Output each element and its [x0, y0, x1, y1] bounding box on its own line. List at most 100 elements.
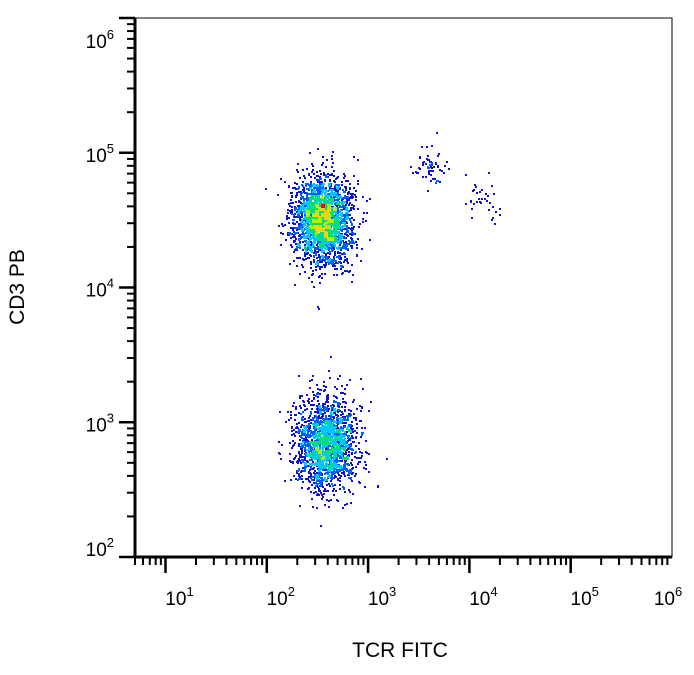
- data-point: [308, 398, 310, 400]
- data-point: [294, 284, 296, 286]
- data-point: [300, 236, 302, 238]
- data-point: [313, 217, 315, 219]
- data-point: [348, 199, 350, 201]
- data-point: [331, 438, 333, 440]
- data-point: [329, 183, 331, 185]
- data-point: [321, 256, 323, 258]
- data-point: [307, 215, 309, 217]
- data-point: [349, 270, 351, 272]
- data-point: [308, 451, 310, 453]
- data-point: [321, 494, 323, 496]
- data-point: [334, 410, 336, 412]
- data-point: [301, 437, 303, 439]
- data-point: [318, 406, 320, 408]
- data-point: [353, 156, 355, 158]
- data-point: [313, 219, 315, 221]
- data-point: [331, 158, 333, 160]
- data-point: [314, 191, 316, 193]
- data-point: [332, 232, 334, 234]
- data-point: [317, 447, 319, 449]
- data-point: [324, 222, 326, 224]
- data-point: [347, 180, 349, 182]
- data-point: [316, 436, 318, 438]
- data-point: [431, 167, 433, 169]
- data-point: [340, 201, 342, 203]
- data-point: [289, 442, 291, 444]
- data-point: [333, 421, 335, 423]
- data-point: [315, 229, 317, 231]
- data-point: [293, 475, 295, 477]
- data-point: [323, 250, 325, 252]
- data-point: [326, 225, 328, 227]
- data-point: [311, 453, 313, 455]
- data-point: [280, 178, 282, 180]
- data-point: [313, 231, 315, 233]
- data-point: [317, 306, 319, 308]
- data-point: [344, 422, 346, 424]
- data-point: [296, 183, 298, 185]
- data-point: [318, 254, 320, 256]
- data-point: [349, 233, 351, 235]
- data-point: [301, 487, 303, 489]
- data-point: [331, 483, 333, 485]
- data-point: [355, 473, 357, 475]
- data-point: [313, 492, 315, 494]
- data-point: [327, 448, 329, 450]
- data-point: [324, 256, 326, 258]
- data-point: [292, 219, 294, 221]
- data-point: [333, 439, 335, 441]
- data-point: [358, 448, 360, 450]
- data-point: [315, 491, 317, 493]
- data-point: [470, 200, 472, 202]
- data-point: [344, 504, 346, 506]
- data-point: [295, 431, 297, 433]
- data-point: [321, 248, 323, 250]
- data-point: [333, 416, 335, 418]
- data-point: [339, 206, 341, 208]
- data-point: [305, 441, 307, 443]
- data-point: [337, 470, 339, 472]
- data-point: [323, 390, 325, 392]
- data-point: [352, 431, 354, 433]
- data-point: [310, 183, 312, 185]
- data-point: [329, 180, 331, 182]
- data-point: [350, 437, 352, 439]
- data-point: [357, 159, 359, 161]
- data-point: [315, 210, 317, 212]
- data-point: [284, 224, 286, 226]
- data-point: [437, 155, 439, 157]
- data-point: [341, 266, 343, 268]
- data-point: [304, 439, 306, 441]
- data-point: [307, 245, 309, 247]
- data-point: [310, 432, 312, 434]
- data-point: [292, 187, 294, 189]
- data-point: [343, 453, 345, 455]
- data-point: [334, 234, 336, 236]
- data-point: [331, 409, 333, 411]
- data-point: [326, 213, 328, 215]
- data-point: [295, 216, 297, 218]
- data-point: [337, 240, 339, 242]
- data-point: [335, 441, 337, 443]
- data-point: [319, 393, 321, 395]
- data-point: [310, 413, 312, 415]
- data-point: [342, 392, 344, 394]
- data-point: [321, 481, 323, 483]
- data-point: [320, 216, 322, 218]
- data-point: [343, 237, 345, 239]
- data-point: [292, 236, 294, 238]
- data-point: [356, 408, 358, 410]
- data-point: [362, 432, 364, 434]
- data-point: [306, 230, 308, 232]
- data-point: [330, 239, 332, 241]
- data-point: [316, 244, 318, 246]
- data-point: [302, 249, 304, 251]
- data-point: [351, 264, 353, 266]
- data-point: [328, 408, 330, 410]
- data-point: [335, 421, 337, 423]
- data-point: [327, 237, 329, 239]
- data-point: [305, 426, 307, 428]
- data-point: [317, 214, 319, 216]
- data-point: [322, 403, 324, 405]
- data-point: [330, 417, 332, 419]
